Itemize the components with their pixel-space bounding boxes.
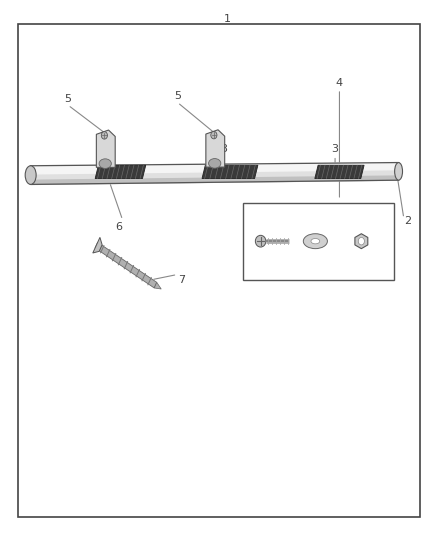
Circle shape — [211, 132, 217, 139]
Polygon shape — [95, 165, 146, 179]
Ellipse shape — [99, 159, 111, 168]
Circle shape — [101, 132, 107, 139]
Ellipse shape — [25, 166, 36, 184]
Circle shape — [358, 238, 364, 245]
Ellipse shape — [395, 163, 403, 180]
Ellipse shape — [311, 239, 320, 244]
Polygon shape — [154, 282, 161, 289]
Polygon shape — [202, 165, 258, 179]
Text: 7: 7 — [178, 275, 185, 285]
Polygon shape — [355, 233, 368, 248]
Polygon shape — [206, 130, 225, 167]
Text: 3: 3 — [220, 144, 227, 154]
Ellipse shape — [303, 233, 328, 248]
Text: 3: 3 — [104, 144, 111, 154]
Text: 5: 5 — [174, 91, 181, 101]
Ellipse shape — [208, 159, 221, 168]
Polygon shape — [31, 163, 399, 184]
Text: 2: 2 — [404, 216, 411, 226]
Polygon shape — [96, 130, 115, 167]
Text: 6: 6 — [115, 222, 122, 231]
Ellipse shape — [255, 236, 266, 247]
Text: 5: 5 — [64, 94, 71, 103]
Polygon shape — [93, 237, 102, 253]
Polygon shape — [31, 176, 399, 184]
Text: 3: 3 — [332, 144, 339, 154]
Polygon shape — [31, 163, 399, 174]
Text: 4: 4 — [336, 78, 343, 87]
Polygon shape — [315, 165, 364, 179]
Text: 1: 1 — [224, 14, 231, 23]
Polygon shape — [95, 243, 157, 288]
Bar — [243, 203, 394, 280]
